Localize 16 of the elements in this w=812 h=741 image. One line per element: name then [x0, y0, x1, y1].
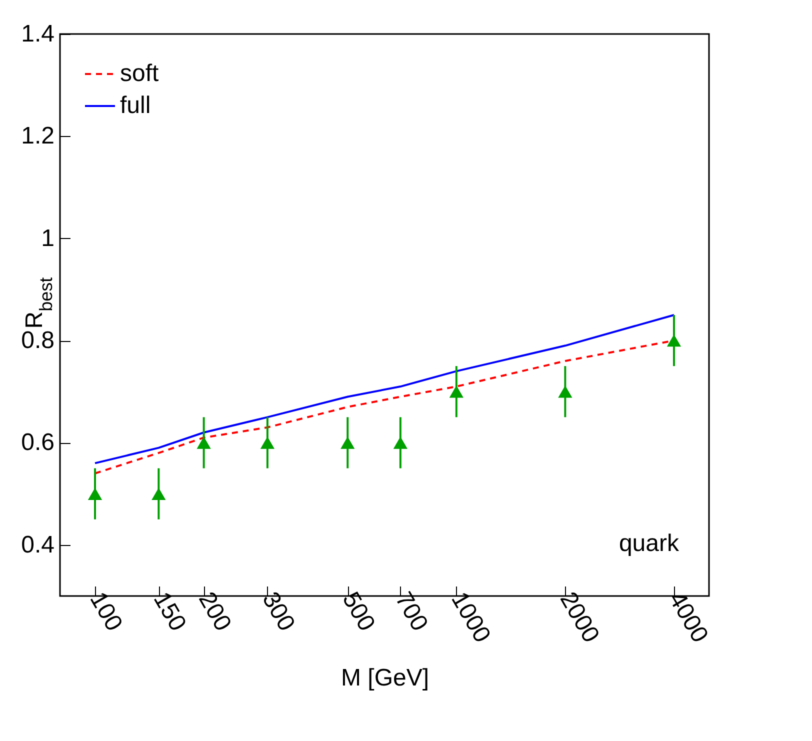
y-tick-label: 1 [41, 224, 54, 252]
legend-label: full [120, 92, 151, 119]
x-tick-label: 150 [148, 588, 192, 636]
x-axis-title: M [GeV] [340, 664, 430, 692]
x-tick-label: 100 [84, 588, 128, 636]
y-tick-label: 1.2 [21, 122, 54, 150]
x-tick-label: 700 [390, 588, 434, 636]
y-tick-label: 1.4 [21, 20, 54, 48]
y-tick-label: 0.6 [21, 429, 54, 456]
annotation: quark [618, 530, 680, 557]
y-tick-label: 0.8 [21, 327, 54, 354]
x-tick-label: 300 [256, 588, 300, 636]
x-tick-label: 500 [336, 588, 380, 636]
legend-label: soft [120, 60, 160, 87]
x-tick-label: 200 [193, 588, 236, 636]
y-tick-label: 0.4 [21, 531, 54, 558]
